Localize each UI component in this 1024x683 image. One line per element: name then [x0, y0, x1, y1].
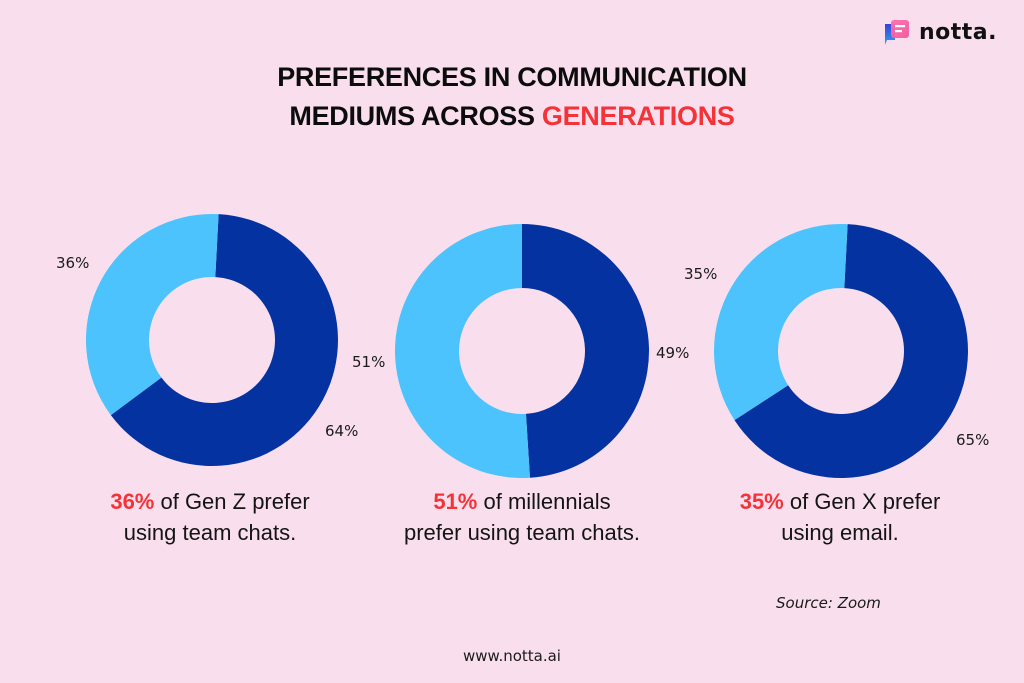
donut-segment-light: [714, 224, 848, 421]
donut-chart-gen-z: [86, 214, 338, 467]
notta-chat-icon: [885, 20, 909, 45]
gen-x-dark-percent-label: 65%: [956, 431, 990, 449]
millennials-caption: 51% of millennials prefer using team cha…: [372, 486, 672, 548]
gen-z-caption: 36% of Gen Z prefer using team chats.: [60, 486, 360, 548]
gen-z-caption-line-1: 36% of Gen Z prefer: [60, 486, 360, 517]
gen-z-dark-percent-label: 64%: [325, 422, 359, 440]
donut-segment-light: [86, 214, 219, 416]
donut-chart-millennials: [394, 224, 649, 478]
millennials-dark-percent-label: 49%: [656, 344, 690, 362]
footer-url: www.notta.ai: [463, 647, 561, 665]
donut-segment-dark: [110, 214, 338, 467]
donut-segment-dark: [522, 224, 649, 478]
gen-x-light-percent-label: 35%: [684, 265, 718, 283]
gen-z-caption-highlight: 36%: [110, 489, 155, 514]
donut-segment-dark: [734, 224, 969, 478]
title-line-2-prefix: MEDIUMS ACROSS: [289, 101, 542, 131]
gen-z-caption-rest: of Gen Z prefer: [154, 489, 310, 514]
title-line-1: PREFERENCES IN COMMUNICATION: [277, 62, 747, 92]
page-title: PREFERENCES IN COMMUNICATION MEDIUMS ACR…: [0, 58, 1024, 136]
title-accent: GENERATIONS: [541, 101, 735, 131]
gen-x-caption-highlight: 35%: [739, 489, 784, 514]
gen-x-caption-line-2: using email.: [781, 520, 899, 545]
gen-z-caption-line-2: using team chats.: [123, 520, 297, 545]
millennials-caption-line-1: 51% of millennials: [372, 486, 672, 517]
title-line-2: MEDIUMS ACROSS GENERATIONS: [0, 97, 1024, 136]
gen-x-caption-line-1: 35% of Gen X prefer: [690, 486, 990, 517]
notta-logo: notta.: [883, 18, 997, 46]
gen-x-caption: 35% of Gen X prefer using email.: [690, 486, 990, 548]
millennials-light-percent-label: 51%: [352, 353, 386, 371]
millennials-caption-rest: of millennials: [477, 489, 611, 514]
gen-x-caption-rest: of Gen X prefer: [783, 489, 941, 514]
source-note: Source: Zoom: [776, 594, 881, 612]
donut-segment-light: [394, 224, 530, 478]
donut-chart-gen-x: [714, 224, 969, 478]
millennials-caption-highlight: 51%: [433, 489, 478, 514]
notta-logo-text: notta.: [919, 19, 998, 45]
gen-z-light-percent-label: 36%: [56, 254, 90, 272]
millennials-caption-line-2: prefer using team chats.: [403, 520, 640, 545]
